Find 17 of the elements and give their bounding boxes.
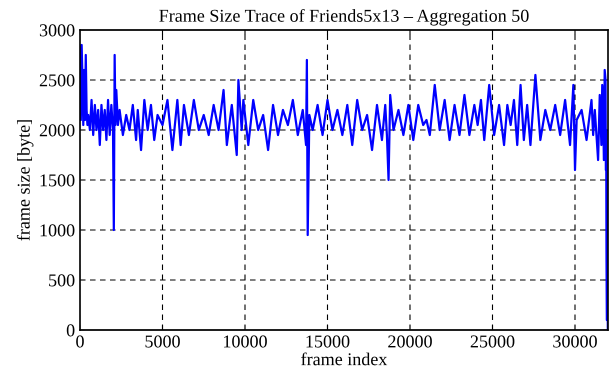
x-tick-label: 0 — [76, 335, 84, 348]
y-tick-label: 2500 — [40, 74, 74, 86]
x-tick-label: 20000 — [388, 335, 432, 348]
x-tick-label: 30000 — [553, 335, 597, 348]
y-tick-label: 2000 — [40, 124, 74, 136]
y-tick-label: 1500 — [40, 174, 74, 186]
x-tick-label: 10000 — [224, 335, 267, 348]
y-tick-label: 500 — [49, 274, 74, 286]
y-tick-label: 0 — [66, 324, 74, 336]
x-tick-label: 5000 — [145, 335, 180, 348]
y-tick-label: 3000 — [40, 24, 74, 36]
x-tick-label: 25000 — [470, 335, 514, 348]
y-axis-title: frame size [byte] — [16, 120, 34, 241]
x-tick-label: 15000 — [306, 335, 350, 348]
y-tick-label: 1000 — [40, 224, 74, 236]
chart-title: Frame Size Trace of Friends5x13 – Aggregation 50 — [159, 8, 529, 26]
x-axis-title: frame index — [301, 352, 388, 366]
